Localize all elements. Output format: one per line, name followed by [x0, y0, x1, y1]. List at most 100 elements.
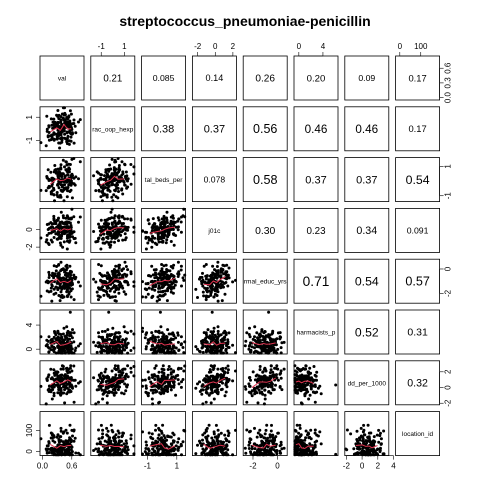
- scatter-point: [129, 163, 133, 166]
- scatter-point: [219, 450, 223, 454]
- scatter-point: [227, 276, 231, 280]
- scatter-point: [99, 350, 103, 354]
- scatter-point: [121, 431, 125, 435]
- scatter-point: [150, 337, 154, 341]
- scatter-point: [166, 289, 170, 293]
- scatter-point: [263, 452, 267, 456]
- scatter-point: [102, 391, 106, 395]
- scatter-point: [262, 436, 266, 440]
- scatter-point: [98, 295, 102, 299]
- scatter-point: [162, 222, 166, 226]
- scatter-point: [176, 448, 180, 452]
- scatter-point: [217, 383, 221, 387]
- correlation-value: 0.17: [408, 72, 426, 83]
- scatter-point: [144, 447, 148, 450]
- panel-frame: [39, 157, 85, 203]
- scatter-point: [64, 160, 68, 164]
- scatter-point: [47, 384, 51, 388]
- scatter-point: [268, 333, 272, 337]
- scatter-point: [72, 176, 76, 180]
- scatter-point: [50, 397, 54, 401]
- scatter-point: [47, 373, 51, 377]
- scatter-point: [59, 234, 63, 237]
- scatter-point: [114, 345, 118, 349]
- correlation-value: 0.54: [355, 275, 379, 289]
- scatter-point: [248, 430, 251, 434]
- scatter-point: [227, 346, 231, 349]
- scatter-point: [247, 443, 251, 447]
- scatter-point: [278, 335, 282, 339]
- scatter-point: [269, 340, 273, 344]
- panel-2-3: 0.078: [191, 157, 237, 203]
- scatter-point: [165, 387, 169, 391]
- scatter-point: [110, 172, 114, 176]
- scatter-point: [70, 207, 74, 211]
- scatter-point: [182, 351, 186, 355]
- scatter-point: [378, 434, 382, 438]
- scatter-point: [255, 452, 259, 456]
- variable-label: tal_beds_per: [145, 177, 183, 184]
- scatter-point: [58, 146, 62, 150]
- scatter-points: [39, 364, 82, 406]
- scatter-point: [372, 435, 376, 439]
- scatter-point: [181, 440, 185, 444]
- scatter-point: [176, 440, 180, 444]
- scatter-point: [293, 428, 297, 432]
- scatter-point: [56, 224, 60, 228]
- scatter-point: [68, 310, 72, 314]
- scatter-point: [153, 388, 157, 392]
- scatter-point: [169, 435, 173, 439]
- scatter-point: [157, 272, 161, 276]
- scatter-point: [155, 299, 159, 303]
- scatter-point: [160, 431, 164, 435]
- scatter-point: [99, 287, 103, 291]
- scatter-point: [77, 381, 80, 385]
- scatter-point: [298, 448, 302, 452]
- smooth-line: [149, 443, 176, 450]
- scatter-point: [118, 335, 122, 338]
- scatter-point: [69, 383, 73, 387]
- scatter-point: [210, 388, 214, 392]
- scatter-point: [92, 174, 96, 178]
- scatter-point: [261, 370, 265, 374]
- scatter-point: [194, 452, 198, 456]
- scatter-point: [274, 435, 278, 439]
- scatter-point: [63, 225, 67, 229]
- scatter-point: [39, 188, 43, 192]
- scatter-point: [120, 284, 124, 288]
- scatter-point: [194, 386, 198, 390]
- scatter-point: [216, 299, 220, 303]
- scatter-point: [156, 450, 160, 454]
- scatter-point: [65, 325, 69, 329]
- scatter-points: [141, 207, 187, 251]
- scatter-point: [205, 335, 209, 339]
- scatter-point: [68, 334, 72, 338]
- scatter-point: [141, 384, 144, 388]
- panel-7-2: [141, 411, 187, 457]
- scatter-point: [73, 349, 77, 352]
- scatter-point: [211, 365, 214, 368]
- scatter-point: [257, 388, 261, 392]
- scatter-point: [110, 236, 114, 240]
- correlation-value: 0.20: [307, 73, 326, 84]
- scatter-point: [222, 453, 225, 457]
- scatter-point: [143, 336, 147, 340]
- scatter-point: [111, 176, 115, 180]
- scatter-point: [174, 374, 178, 378]
- scatter-point: [47, 185, 51, 189]
- scatter-point: [99, 273, 103, 277]
- scatter-point: [132, 225, 136, 229]
- scatter-point: [249, 378, 252, 382]
- scatter-point: [153, 241, 157, 245]
- variable-label: dd_per_1000: [348, 380, 387, 387]
- scatter-point: [126, 179, 129, 183]
- panel-frame: [191, 207, 237, 253]
- scatter-point: [47, 451, 51, 455]
- scatter-point: [109, 210, 113, 214]
- scatter-point: [105, 195, 109, 199]
- correlation-value: 0.21: [103, 73, 122, 84]
- scatter-point: [115, 181, 119, 185]
- scatter-point: [200, 444, 203, 448]
- scatter-point: [114, 440, 118, 444]
- scatter-point: [206, 434, 210, 438]
